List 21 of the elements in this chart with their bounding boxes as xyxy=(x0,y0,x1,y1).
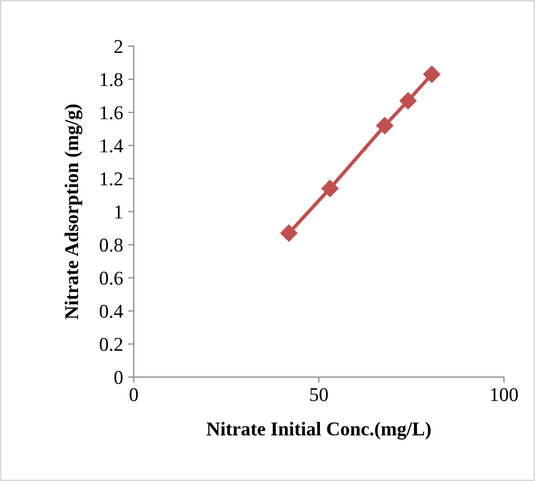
y-tick-label: 1.6 xyxy=(100,106,123,120)
y-tick-label: 1 xyxy=(115,206,122,218)
x-axis-title: Nitrate Initial Conc.(mg/L) xyxy=(206,422,431,440)
point xyxy=(280,224,298,242)
y-tick-label: 0.8 xyxy=(100,238,123,252)
y-tick-label: 0.2 xyxy=(100,338,122,352)
y-tick-label: 1.8 xyxy=(100,73,123,86)
point xyxy=(321,180,339,198)
y-tick-label: 0.6 xyxy=(100,272,123,285)
y-tick-label: 2 xyxy=(114,40,122,53)
point xyxy=(423,66,440,83)
point xyxy=(400,92,417,110)
x-tick-label: 100 xyxy=(491,388,518,402)
x-tick-label: 0 xyxy=(130,388,138,402)
y-tick-label: 1.2 xyxy=(100,172,122,186)
y-axis-title: Nitrate Adsorption (mg/g) xyxy=(64,104,82,320)
y-tick-label: 1.4 xyxy=(100,139,124,152)
y-tick-label: 0.4 xyxy=(100,304,124,318)
point xyxy=(376,117,394,134)
y-tick-label: 0 xyxy=(114,370,123,384)
x-tick-label: 50 xyxy=(310,388,328,402)
